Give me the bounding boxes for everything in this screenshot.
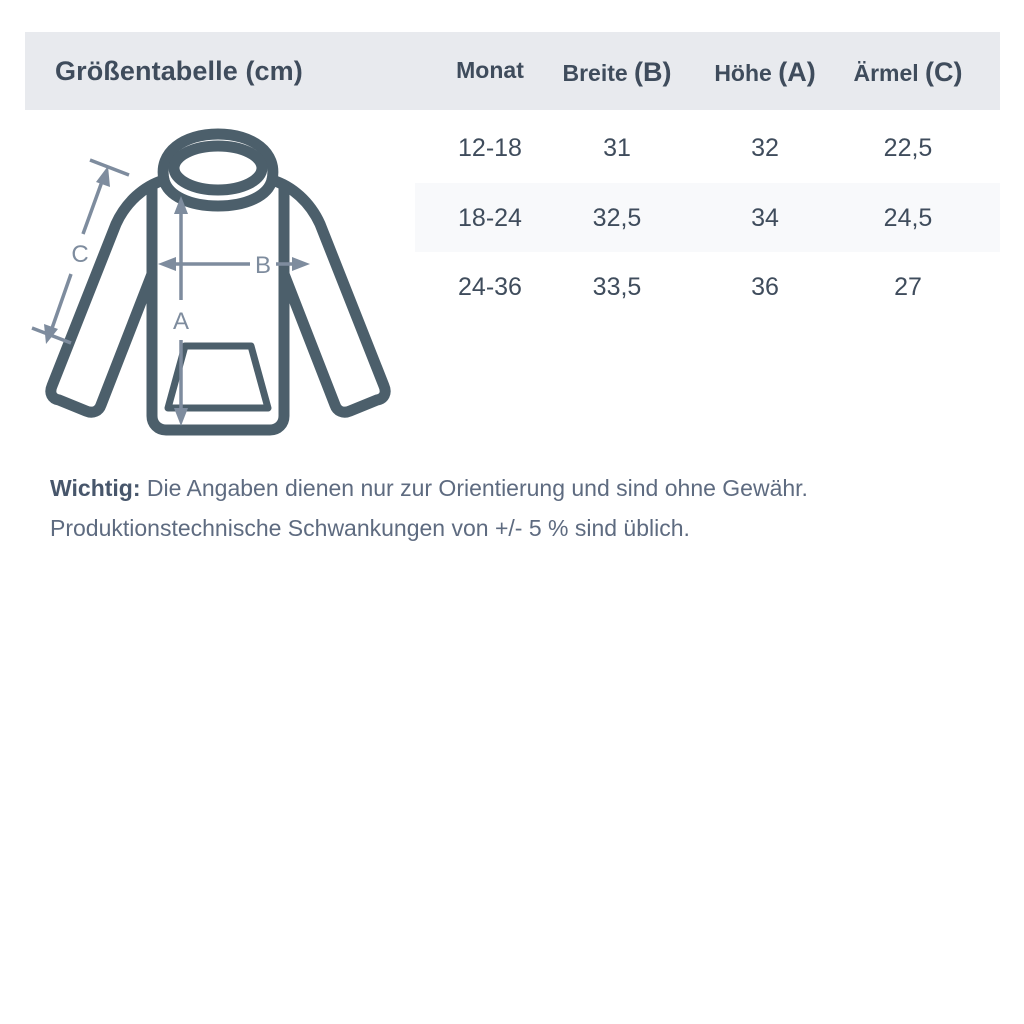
measure-a-label: A [173,308,189,335]
table-header-band [25,32,1000,110]
table-row: 34 [751,204,779,232]
table-row: 31 [603,134,631,162]
table-row: 22,5 [883,134,933,162]
column-header-aermel-label: Ärmel [853,60,919,86]
pocket-icon [164,342,272,412]
table-row: 12-18 [458,134,522,162]
measure-b-label: B [255,252,271,279]
measurement-arrows [31,158,310,426]
page-title: Größentabelle (cm) [55,56,303,86]
measure-a-arrow [174,196,188,426]
column-header-hoehe-label: Höhe [714,60,772,86]
measure-c-label: C [71,241,88,268]
measure-c-arrow [31,158,130,345]
table-row: 27 [894,273,922,301]
footnote: Wichtig: Die Angaben dienen nur zur Orie… [50,468,990,548]
table-row: 36 [751,273,779,301]
footnote-lead: Wichtig: [50,475,141,501]
column-header-breite: Breite (B) [562,57,671,88]
column-header-monat-label: Monat [456,57,524,83]
column-header-breite-code: (B) [634,57,672,87]
table-row-stripe [415,183,1000,252]
column-header-hoehe: Höhe (A) [714,57,815,88]
table-row: 32,5 [592,204,642,232]
table-row: 32 [751,134,779,162]
column-header-aermel-code: (C) [925,57,963,87]
garment-outline [45,128,391,436]
table-row: 33,5 [592,273,642,301]
hoodie-icon: A B C [31,128,391,436]
measure-b-arrow [158,257,310,271]
column-header-breite-label: Breite [562,60,628,86]
footnote-line-1: Die Angaben dienen nur zur Orientierung … [140,475,808,501]
hoodie-diagram: A B C [28,128,408,453]
footnote-line-2: Produktionstechnische Schwankungen von +… [50,515,690,541]
column-header-monat: Monat [456,57,524,84]
table-row: 18-24 [458,204,522,232]
column-header-hoehe-code: (A) [778,57,816,87]
table-row: 24-36 [458,273,522,301]
column-header-aermel: Ärmel (C) [853,57,962,88]
table-row: 24,5 [883,204,933,232]
